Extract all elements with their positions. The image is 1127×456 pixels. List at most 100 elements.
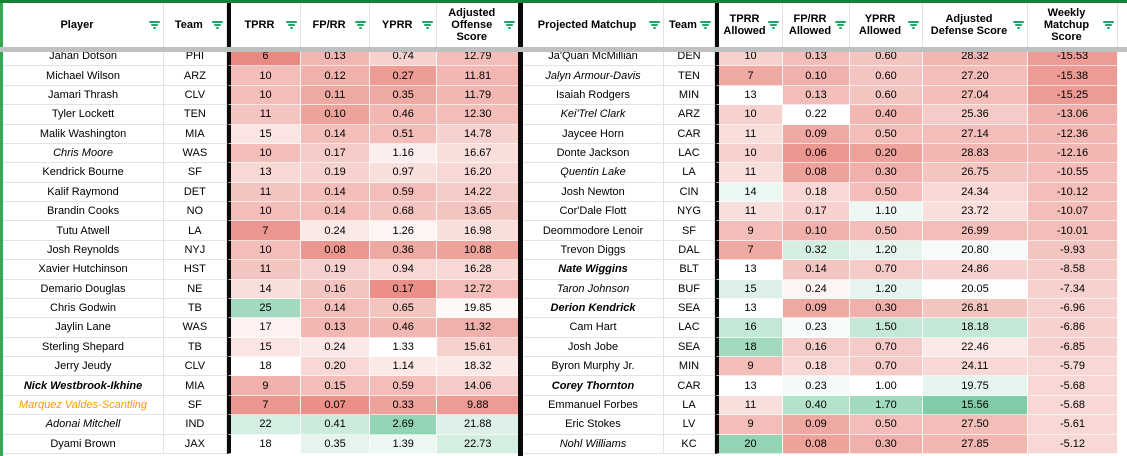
stat-cell[interactable]: 26.81 [923,298,1028,319]
team-cell[interactable]: WAS [164,143,227,164]
stat-cell[interactable]: 16.20 [437,163,518,183]
matchup-name-cell[interactable]: Byron Murphy Jr. [523,357,664,377]
stat-cell[interactable]: 0.19 [301,163,370,183]
team-cell[interactable]: MIN [664,85,715,106]
defense-header-weekly-matchup-score[interactable]: Weekly Matchup Score [1028,3,1118,47]
team-cell[interactable]: WAS [164,318,227,338]
filter-icon[interactable] [649,21,660,29]
stat-cell[interactable]: 0.17 [369,279,438,299]
team-cell[interactable]: NO [164,202,227,222]
stat-cell[interactable]: 0.30 [850,434,923,454]
stat-cell[interactable]: 0.17 [783,202,850,222]
stat-cell[interactable]: 17 [226,318,302,338]
team-cell[interactable]: MIA [164,376,227,396]
stat-cell[interactable]: 0.14 [301,124,370,144]
frozen-row-divider[interactable] [0,47,1127,52]
stat-cell[interactable]: 14.22 [437,182,518,202]
stat-cell[interactable]: 10 [715,143,783,164]
team-cell[interactable]: TB [164,298,227,319]
matchup-name-cell[interactable]: Jalyn Armour-Davis [523,66,664,86]
stat-cell[interactable]: 0.23 [783,376,850,396]
player-name-cell[interactable]: Brandin Cooks [3,202,165,222]
player-name-cell[interactable]: Chris Godwin [3,298,165,319]
team-cell[interactable]: TB [164,337,227,357]
stat-cell[interactable]: 0.11 [301,85,370,106]
stat-cell[interactable]: 24.34 [923,182,1028,202]
stat-cell[interactable]: 11.79 [437,85,518,106]
stat-cell[interactable]: 11 [226,260,302,280]
player-name-cell[interactable]: Josh Reynolds [3,240,165,261]
filter-icon[interactable] [354,21,366,29]
stat-cell[interactable]: 25 [226,298,302,319]
stat-cell[interactable]: 0.17 [301,143,370,164]
team-cell[interactable]: ARZ [664,105,715,125]
stat-cell[interactable]: 0.07 [301,395,370,416]
stat-cell[interactable]: 9 [226,376,302,396]
defense-header-fp-rr-allowed[interactable]: FP/RR Allowed [783,3,850,47]
filter-icon[interactable] [835,21,846,29]
team-cell[interactable]: LA [664,163,715,183]
stat-cell[interactable]: 0.09 [783,298,850,319]
stat-cell[interactable]: 0.13 [301,318,370,338]
team-cell[interactable]: NYG [664,202,715,222]
player-name-cell[interactable]: Marquez Valdes-Scantling [3,395,165,416]
stat-cell[interactable]: -5.79 [1028,357,1118,377]
filter-icon[interactable] [768,21,779,29]
stat-cell[interactable]: -12.16 [1028,143,1118,164]
stat-cell[interactable]: 10 [715,105,783,125]
player-name-cell[interactable]: Nick Westbrook-Ikhine [3,376,165,396]
offense-header-team[interactable]: Team [164,3,227,47]
stat-cell[interactable]: 15 [715,279,783,299]
stat-cell[interactable]: 16.28 [437,260,518,280]
stat-cell[interactable]: 11.81 [437,66,518,86]
stat-cell[interactable]: 14.78 [437,124,518,144]
stat-cell[interactable]: 0.41 [301,415,370,435]
stat-cell[interactable]: 22 [226,415,302,435]
stat-cell[interactable]: 0.16 [301,279,370,299]
matchup-name-cell[interactable]: Isaiah Rodgers [523,85,664,106]
stat-cell[interactable]: 13 [715,298,783,319]
stat-cell[interactable]: 15.56 [923,395,1028,416]
team-cell[interactable]: ARZ [164,66,227,86]
team-cell[interactable]: HST [164,260,227,280]
stat-cell[interactable]: 2.69 [369,415,438,435]
stat-cell[interactable]: -5.61 [1028,415,1118,435]
stat-cell[interactable]: 0.50 [850,221,923,241]
stat-cell[interactable]: 22.46 [923,337,1028,357]
filter-icon[interactable] [422,21,434,29]
stat-cell[interactable]: 24.11 [923,357,1028,377]
team-cell[interactable]: LA [664,395,715,416]
stat-cell[interactable]: 0.10 [783,221,850,241]
stat-cell[interactable]: 16.67 [437,143,518,164]
stat-cell[interactable]: 0.27 [369,66,438,86]
stat-cell[interactable]: 0.33 [369,395,438,416]
defense-header-adjusted-defense-score[interactable]: Adjusted Defense Score [923,3,1028,47]
stat-cell[interactable]: 0.10 [301,105,370,125]
stat-cell[interactable]: 16.98 [437,221,518,241]
stat-cell[interactable]: 1.39 [369,434,438,454]
stat-cell[interactable]: 13.65 [437,202,518,222]
matchup-name-cell[interactable]: Emmanuel Forbes [523,395,664,416]
stat-cell[interactable]: 0.08 [783,434,850,454]
stat-cell[interactable]: 0.22 [783,105,850,125]
matchup-name-cell[interactable]: Deommodore Lenoir [523,221,664,241]
team-cell[interactable]: LV [664,415,715,435]
player-name-cell[interactable]: Michael Wilson [3,66,165,86]
stat-cell[interactable]: 0.50 [850,415,923,435]
player-name-cell[interactable]: Xavier Hutchinson [3,260,165,280]
stat-cell[interactable]: 0.51 [369,124,438,144]
stat-cell[interactable]: 0.14 [301,182,370,202]
stat-cell[interactable]: 26.75 [923,163,1028,183]
defense-header-team[interactable]: Team [664,3,715,47]
team-cell[interactable]: NYJ [164,240,227,261]
player-name-cell[interactable]: Jamari Thrash [3,85,165,106]
defense-header-projected-matchup[interactable]: Projected Matchup [523,3,664,47]
stat-cell[interactable]: 1.00 [850,376,923,396]
stat-cell[interactable]: 0.14 [301,298,370,319]
stat-cell[interactable]: 11 [715,124,783,144]
stat-cell[interactable]: 9 [715,221,783,241]
stat-cell[interactable]: 27.85 [923,434,1028,454]
stat-cell[interactable]: 0.65 [369,298,438,319]
offense-header-adjusted-offense-score[interactable]: Adjusted Offense Score [437,3,518,47]
stat-cell[interactable]: 0.60 [850,85,923,106]
